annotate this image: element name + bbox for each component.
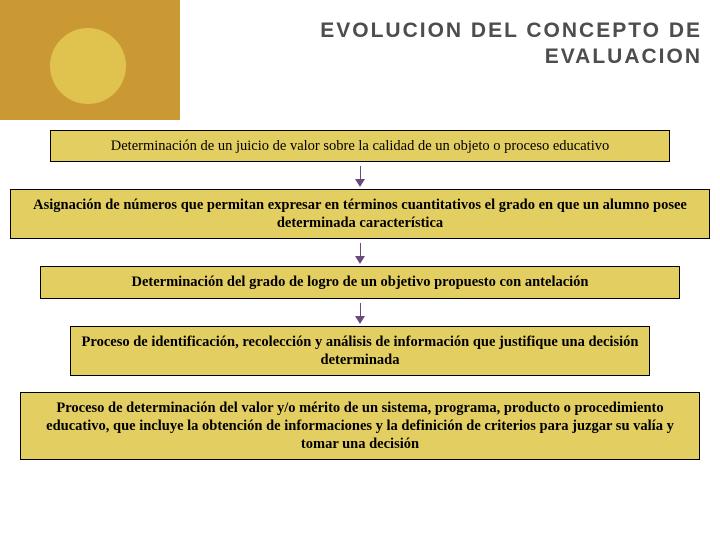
- flow-box-1: Determinación de un juicio de valor sobr…: [50, 130, 670, 162]
- arrow-down-icon: [355, 303, 365, 324]
- flow-box-2: Asignación de números que permitan expre…: [10, 189, 710, 239]
- flowchart: Determinación de un juicio de valor sobr…: [0, 130, 720, 460]
- arrow-down-icon: [355, 243, 365, 264]
- page-title: EVOLUCION DEL CONCEPTO DE EVALUACION: [320, 18, 702, 71]
- title-line-1: EVOLUCION DEL CONCEPTO DE: [320, 18, 702, 44]
- flow-box-5: Proceso de determinación del valor y/o m…: [20, 392, 700, 460]
- header-circle: [50, 28, 126, 104]
- title-line-2: EVALUACION: [320, 44, 702, 70]
- arrow-down-icon: [355, 166, 365, 187]
- flow-box-3: Determinación del grado de logro de un o…: [40, 266, 680, 298]
- flow-box-4: Proceso de identificación, recolección y…: [70, 326, 650, 376]
